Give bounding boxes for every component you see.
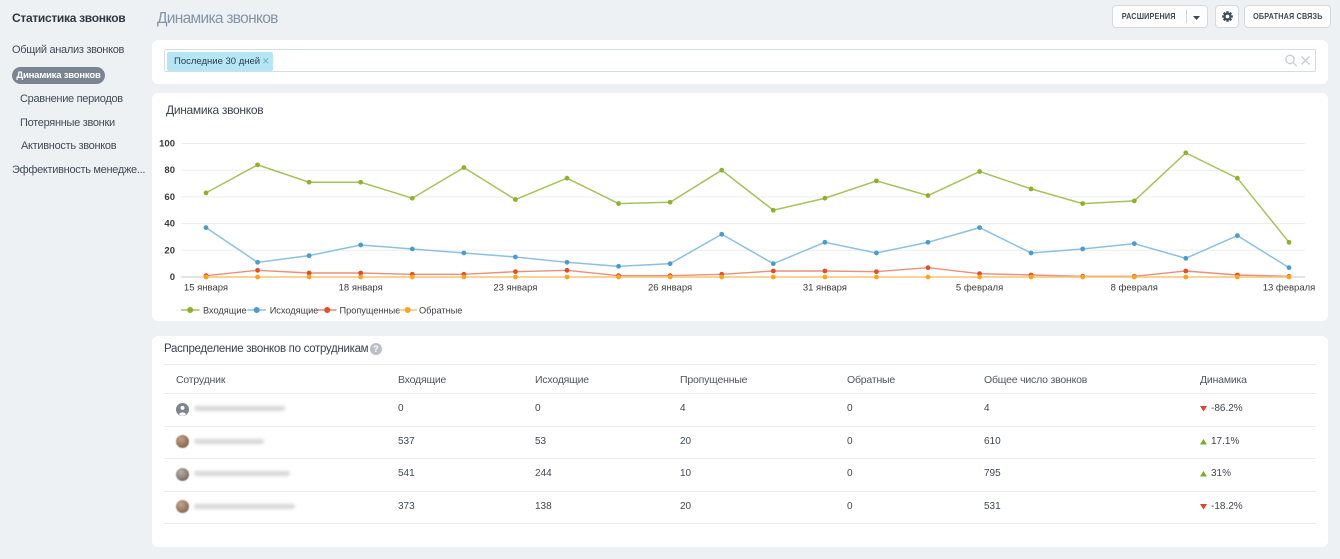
svg-text:100: 100 [159,139,175,150]
svg-text:23 января: 23 января [493,283,537,294]
svg-text:8 февраля: 8 февраля [1111,283,1158,294]
svg-text:31 января: 31 января [803,283,847,294]
svg-text:26 января: 26 января [648,283,692,294]
svg-text:5 февраля: 5 февраля [956,283,1003,294]
svg-text:15 января: 15 января [184,283,228,294]
svg-text:Исходящие: Исходящие [270,306,319,316]
svg-text:20: 20 [164,245,175,256]
svg-text:40: 40 [164,219,175,230]
svg-text:Входящие: Входящие [203,306,247,316]
svg-text:18 января: 18 января [339,283,383,294]
svg-text:80: 80 [164,165,175,176]
svg-text:13 февраля: 13 февраля [1263,283,1316,294]
svg-text:0: 0 [170,272,175,283]
svg-text:Обратные: Обратные [419,306,462,316]
svg-text:Пропущенные: Пропущенные [340,306,401,316]
svg-text:60: 60 [164,192,175,203]
